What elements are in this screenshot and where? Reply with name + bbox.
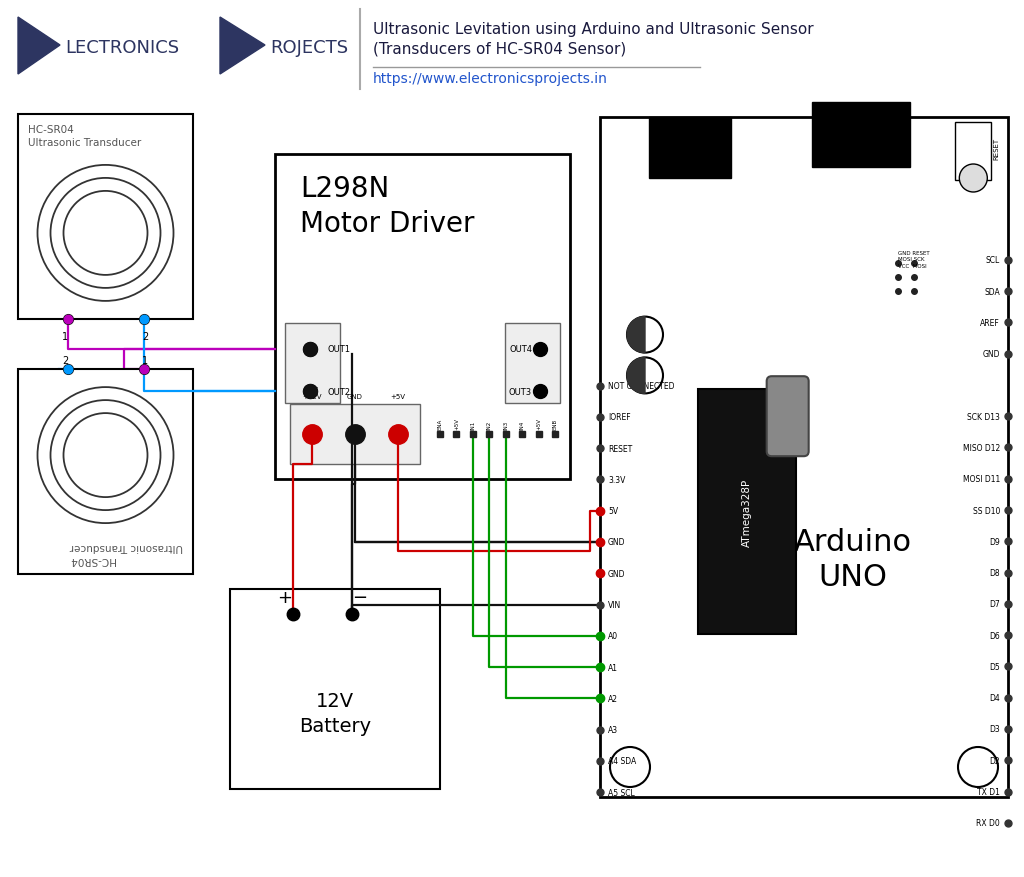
Bar — [275, 155, 570, 480]
Text: OUT4: OUT4 — [509, 346, 532, 354]
Text: NOT CONNECTED: NOT CONNECTED — [608, 381, 675, 390]
Bar — [505, 324, 560, 403]
Text: ENB: ENB — [553, 418, 557, 430]
Text: GND: GND — [982, 350, 1000, 359]
Text: RESET: RESET — [993, 138, 999, 160]
Text: A2: A2 — [608, 694, 618, 703]
Text: +5V: +5V — [454, 417, 459, 430]
Text: SS D10: SS D10 — [973, 506, 1000, 515]
Text: VCC
+12V: VCC +12V — [302, 387, 322, 400]
Text: D7: D7 — [989, 600, 1000, 609]
Text: +5V: +5V — [537, 417, 541, 430]
Text: ATmega328P: ATmega328P — [741, 478, 752, 545]
Text: GND: GND — [608, 538, 626, 547]
Bar — [18, 115, 193, 319]
Text: SCK D13: SCK D13 — [967, 412, 1000, 421]
Text: L298N
Motor Driver: L298N Motor Driver — [300, 175, 474, 238]
Text: A0: A0 — [608, 631, 618, 640]
Text: 5V: 5V — [608, 507, 618, 516]
Text: IN2: IN2 — [486, 420, 492, 430]
Text: IOREF: IOREF — [608, 413, 631, 422]
Text: 1: 1 — [142, 355, 148, 366]
Text: A5 SCL: A5 SCL — [608, 788, 635, 797]
Text: 2: 2 — [62, 355, 69, 366]
Text: TX D1: TX D1 — [977, 788, 1000, 796]
Text: RESET: RESET — [608, 444, 632, 453]
Text: MOSI D11: MOSI D11 — [963, 474, 1000, 484]
Circle shape — [959, 165, 987, 193]
Text: D3: D3 — [989, 724, 1000, 734]
Circle shape — [627, 358, 663, 394]
Bar — [290, 404, 420, 465]
Text: OUT3: OUT3 — [509, 388, 532, 396]
Bar — [600, 118, 1008, 797]
Text: (Transducers of HC-SR04 Sensor): (Transducers of HC-SR04 Sensor) — [373, 42, 627, 57]
Text: D9: D9 — [989, 538, 1000, 546]
Text: IN3: IN3 — [503, 420, 508, 430]
Text: Ultrasonic Levitation using Arduino and Ultrasonic Sensor: Ultrasonic Levitation using Arduino and … — [373, 22, 814, 37]
Text: GND: GND — [347, 394, 362, 400]
Circle shape — [627, 317, 663, 353]
Bar — [18, 369, 193, 574]
Text: A4 SDA: A4 SDA — [608, 757, 636, 766]
Text: VIN: VIN — [608, 601, 622, 610]
Text: LECTRONICS: LECTRONICS — [65, 39, 179, 57]
Text: SCL: SCL — [986, 256, 1000, 265]
Text: −: − — [352, 588, 368, 606]
Bar — [698, 389, 796, 634]
Text: HC-SR04
Ultrasonic Transducer: HC-SR04 Ultrasonic Transducer — [28, 125, 141, 148]
Text: GND: GND — [608, 569, 626, 578]
Bar — [230, 589, 440, 789]
Text: ENA: ENA — [437, 418, 442, 430]
Text: 1: 1 — [62, 332, 69, 342]
Polygon shape — [627, 317, 645, 353]
Text: AREF: AREF — [980, 318, 1000, 327]
Text: OUT2: OUT2 — [327, 388, 350, 396]
Circle shape — [958, 747, 998, 787]
Bar — [812, 103, 910, 168]
Polygon shape — [18, 18, 60, 75]
Bar — [955, 123, 991, 181]
Text: 12V
Battery: 12V Battery — [299, 691, 371, 735]
Text: D6: D6 — [989, 631, 1000, 640]
Text: A1: A1 — [608, 663, 618, 672]
Polygon shape — [220, 18, 265, 75]
Text: MISO D12: MISO D12 — [963, 444, 1000, 453]
Polygon shape — [627, 358, 645, 394]
Text: +5V: +5V — [390, 394, 406, 400]
Text: A3: A3 — [608, 725, 618, 734]
Text: HC-SR04
Ultrasonic Transducer: HC-SR04 Ultrasonic Transducer — [70, 541, 183, 565]
Text: ROJECTS: ROJECTS — [270, 39, 348, 57]
FancyBboxPatch shape — [767, 377, 809, 457]
Text: OUT1: OUT1 — [327, 346, 350, 354]
Bar — [285, 324, 340, 403]
Text: 2: 2 — [142, 332, 148, 342]
Text: https://www.electronicsprojects.in: https://www.electronicsprojects.in — [373, 72, 608, 86]
Text: D4: D4 — [989, 694, 1000, 702]
Text: 3.3V: 3.3V — [608, 475, 626, 484]
Text: RX D0: RX D0 — [976, 818, 1000, 827]
Text: +: + — [278, 588, 293, 606]
Bar — [649, 118, 730, 179]
Text: IN1: IN1 — [470, 420, 475, 430]
Text: D2: D2 — [989, 756, 1000, 765]
Text: D5: D5 — [989, 662, 1000, 671]
Text: IN4: IN4 — [519, 420, 524, 430]
Text: Arduino
UNO: Arduino UNO — [794, 527, 912, 592]
Text: SDA: SDA — [984, 288, 1000, 296]
Text: D8: D8 — [989, 568, 1000, 577]
Circle shape — [610, 747, 650, 787]
Text: GND RESET
MOSI SCK
VCC  MOSI: GND RESET MOSI SCK VCC MOSI — [898, 250, 930, 268]
